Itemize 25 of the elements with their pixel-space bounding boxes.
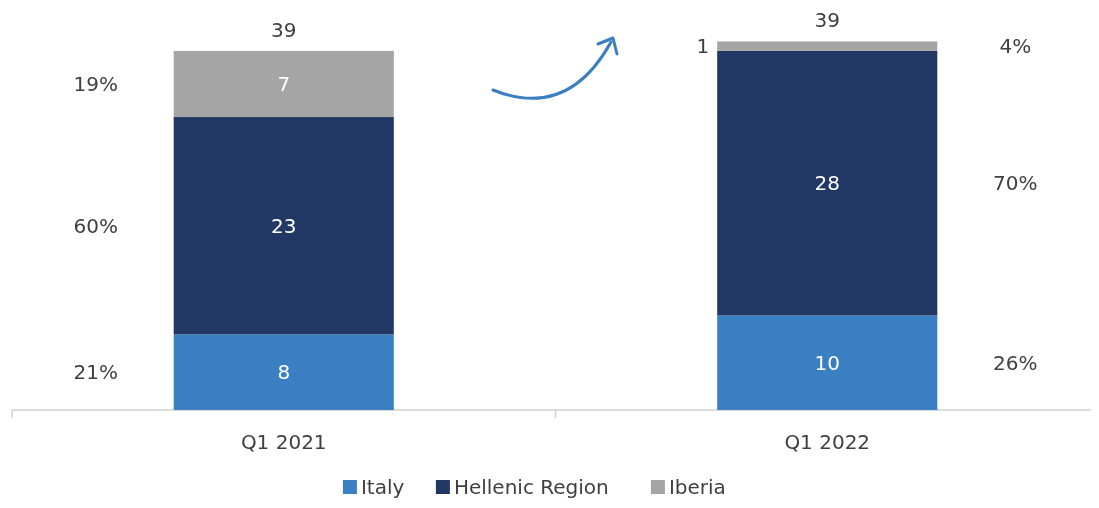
data-label: 7 — [277, 71, 291, 96]
legend-label: Iberia — [668, 475, 726, 499]
data-label: 10 — [814, 350, 840, 375]
data-label: 8 — [277, 360, 291, 385]
annotation: 21% — [73, 360, 118, 385]
bar — [717, 50, 938, 316]
bar — [173, 334, 394, 410]
annotation: 70% — [993, 171, 1038, 196]
bar — [173, 117, 394, 335]
annotation: 19% — [73, 71, 118, 96]
annotation: 4% — [999, 34, 1032, 59]
bar — [717, 315, 938, 410]
bar — [717, 41, 938, 51]
bar — [173, 50, 394, 118]
data-label: 23 — [271, 213, 297, 238]
x-tick-label: Q1 2021 — [240, 430, 327, 454]
annotation: 26% — [993, 350, 1038, 375]
total-label: 39 — [814, 8, 840, 33]
data-label: 1 — [696, 34, 710, 59]
total-label: 39 — [271, 17, 297, 42]
annotation: 60% — [73, 213, 118, 238]
legend-label: Italy — [360, 475, 405, 499]
data-label: 28 — [814, 171, 840, 196]
x-tick-label: Q1 2022 — [784, 430, 871, 454]
legend-label: Hellenic Region — [453, 475, 609, 499]
